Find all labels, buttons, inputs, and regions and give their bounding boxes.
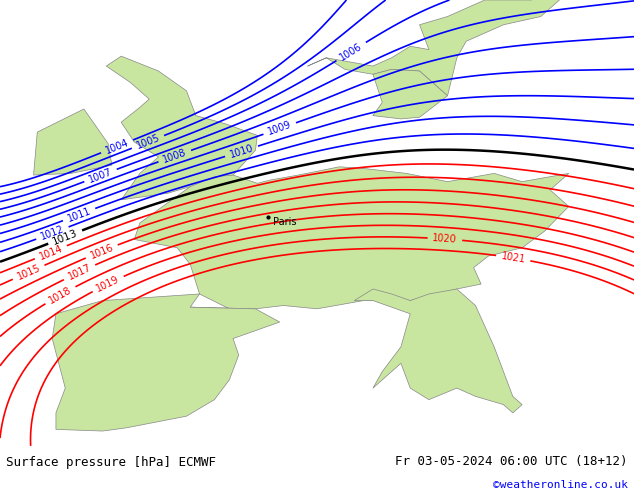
Text: 1004: 1004 <box>104 137 131 156</box>
Text: 1006: 1006 <box>338 41 364 62</box>
Text: 1011: 1011 <box>66 206 93 223</box>
Text: 1008: 1008 <box>162 147 188 165</box>
Text: Paris: Paris <box>273 218 297 227</box>
Text: 1017: 1017 <box>66 262 93 282</box>
Text: 1020: 1020 <box>432 233 458 245</box>
Text: 1021: 1021 <box>500 251 526 265</box>
Text: 1012: 1012 <box>39 224 66 242</box>
Text: 1016: 1016 <box>89 242 115 261</box>
Text: 1010: 1010 <box>228 143 255 160</box>
Text: Fr 03-05-2024 06:00 UTC (18+12): Fr 03-05-2024 06:00 UTC (18+12) <box>395 455 628 468</box>
Text: 1018: 1018 <box>47 285 74 305</box>
Text: 1005: 1005 <box>134 133 161 151</box>
Text: 1007: 1007 <box>87 167 114 185</box>
Text: Surface pressure [hPa] ECMWF: Surface pressure [hPa] ECMWF <box>6 456 216 469</box>
Text: 1013: 1013 <box>51 227 79 246</box>
Text: 1014: 1014 <box>37 243 64 262</box>
Text: 1015: 1015 <box>15 263 42 282</box>
Text: 1019: 1019 <box>95 274 121 294</box>
Text: ©weatheronline.co.uk: ©weatheronline.co.uk <box>493 480 628 490</box>
Text: 1009: 1009 <box>266 120 293 137</box>
